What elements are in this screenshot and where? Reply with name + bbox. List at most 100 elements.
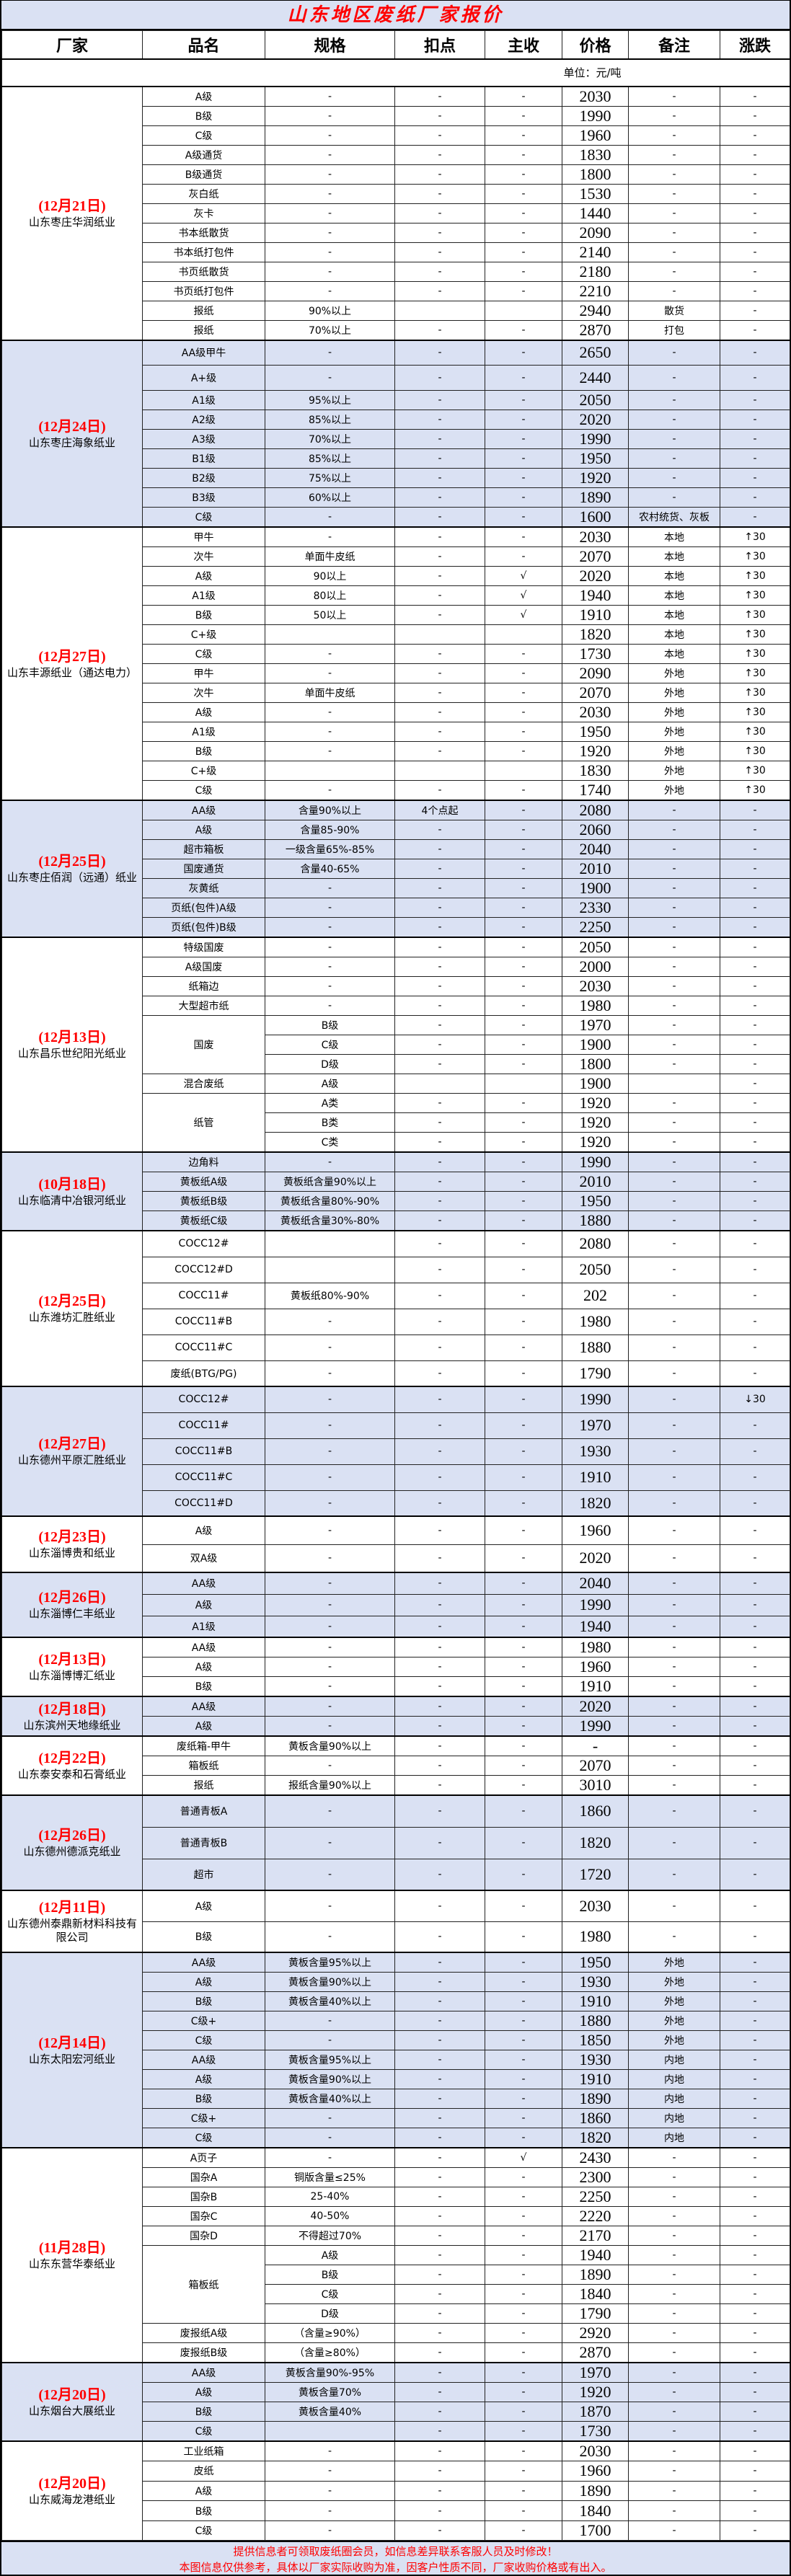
product-cell: A级 [142, 1515, 265, 1545]
price-cell: 1850 [562, 2030, 629, 2050]
change-cell: - [720, 487, 790, 508]
spec-cell: - [265, 1858, 395, 1891]
main-purchase-cell: √ [485, 605, 562, 625]
spec-cell: - [265, 1464, 395, 1491]
main-purchase-cell: - [485, 1544, 562, 1573]
price-cell: 1860 [562, 2108, 629, 2128]
vendor-cell: (12月26日) 山东德州德派克纸业 [1, 1794, 143, 1891]
unit-label: 单位：元/吨 [562, 58, 790, 87]
deduction-cell: - [394, 468, 485, 488]
change-cell: - [720, 800, 790, 820]
change-cell: - [720, 859, 790, 879]
deduction-cell: - [394, 448, 485, 469]
main-purchase-cell: - [485, 2245, 562, 2265]
product-cell: B级 [142, 105, 265, 126]
price-cell: 1790 [562, 1360, 629, 1387]
deduction-cell: - [394, 917, 485, 938]
product-cell: COCC12# [142, 1230, 265, 1257]
quote-date: (12月27日) [38, 1436, 106, 1453]
change-cell: - [720, 839, 790, 859]
price-cell: 1740 [562, 780, 629, 801]
price-cell: 1890 [562, 487, 629, 508]
product-cell: A1级 [142, 390, 265, 410]
main-purchase-cell: - [485, 546, 562, 567]
deduction-cell: - [394, 261, 485, 282]
remark-cell: - [628, 996, 720, 1016]
main-purchase-cell: - [485, 2382, 562, 2402]
spec-cell: 40-50% [265, 2206, 395, 2226]
main-purchase-cell: - [485, 839, 562, 859]
remark-cell: 本地 [628, 605, 720, 625]
deduction-cell: - [394, 1151, 485, 1172]
price-cell: 2140 [562, 242, 629, 262]
spec-cell: - [265, 2030, 395, 2050]
price-cell: 1910 [562, 2069, 629, 2089]
remark-cell: - [628, 1593, 720, 1616]
change-cell: - [720, 1775, 790, 1796]
vendor-name: 山东泰安泰和石膏纸业 [17, 1768, 126, 1781]
price-cell: 1970 [562, 1412, 629, 1439]
spec-cell: - [265, 878, 395, 898]
product-cell: C级 [142, 780, 265, 801]
table-row: 国杂A 铜版含量≤25% - -2300- - [2, 2167, 790, 2187]
main-purchase-cell: √ [485, 585, 562, 606]
main-purchase-cell: - [485, 242, 562, 262]
main-purchase-cell: - [485, 663, 562, 683]
vendor-cell: (12月22日) 山东泰安泰和石膏纸业 [1, 1735, 143, 1796]
spec-cell: - [265, 1593, 395, 1616]
deduction-cell: - [394, 222, 485, 243]
change-cell: - [720, 2167, 790, 2187]
table-row: COCC11#B - - -1930- - [2, 1438, 790, 1465]
main-purchase-cell: - [485, 261, 562, 282]
deduction-cell: - [394, 1756, 485, 1776]
vendor-name: 山东太阳宏河纸业 [28, 2052, 115, 2066]
change-cell: - [720, 1826, 790, 1859]
table-row: C级 - - -1960- - [2, 125, 790, 146]
product-cell: A级国废 [142, 957, 265, 977]
price-cell: 2010 [562, 859, 629, 879]
spec-cell: 黄板纸含量30%-80% [265, 1210, 395, 1231]
remark-cell: - [628, 2421, 720, 2442]
main-purchase-cell: - [485, 2402, 562, 2422]
table-row: COCC11# 黄板纸80%-90% - -202- - [2, 1282, 790, 1309]
change-cell: - [720, 390, 790, 410]
remark-cell: - [628, 1210, 720, 1231]
change-cell: - [720, 1890, 790, 1922]
change-cell: - [720, 1716, 790, 1737]
change-cell: - [720, 2187, 790, 2207]
main-purchase-cell: - [485, 1112, 562, 1133]
remark-cell: 打包 [628, 319, 720, 340]
table-row: (12月26日) 山东淄博仁丰纸业 AA级 - - -2040- - [1, 1572, 790, 1638]
deduction-cell: - [394, 1172, 485, 1192]
table-row: (12月14日) 山东太阳宏河纸业 AA级 黄板含量95%以上 - -1950 外地 - [1, 1952, 790, 2148]
product-cell: 废纸(BTG/PG) [142, 1360, 265, 1387]
change-cell: - [720, 2226, 790, 2246]
main-purchase-cell: - [485, 1921, 562, 1953]
deduction-cell: - [394, 2402, 485, 2422]
product-cell: B级 [142, 605, 265, 625]
price-cell: 1920 [562, 2382, 629, 2402]
price-cell: 1930 [562, 1438, 629, 1465]
table-row: COCC11#C - - -1910- - [2, 1464, 790, 1491]
remark-cell: - [628, 1515, 720, 1545]
deduction-cell: - [394, 2323, 485, 2343]
deduction-cell: - [394, 1360, 485, 1387]
main-purchase-cell: - [485, 203, 562, 223]
change-cell: - [720, 1657, 790, 1677]
price-cell: 2050 [562, 937, 629, 957]
spec-cell: - [265, 702, 395, 722]
quote-date: (11月28日) [38, 2240, 106, 2257]
remark-cell: 外地 [628, 780, 720, 801]
table-row: (12月25日) 山东潍坊汇胜纸业 COCC12# - -2080- - [1, 1230, 790, 1387]
remark-cell: 本地 [628, 585, 720, 606]
table-row: 超市 - - -1720- - [2, 1858, 790, 1891]
product-cell: C级 [142, 125, 265, 146]
deduction-cell: - [394, 1334, 485, 1361]
table-row: 普通青板B - - -1820- - [2, 1826, 790, 1859]
main-purchase-cell: - [485, 898, 562, 918]
change-cell: - [720, 1035, 790, 1055]
table-row: COCC12#D - -2050- - [2, 1256, 790, 1283]
main-purchase-cell: - [485, 780, 562, 801]
deduction-cell: - [394, 1890, 485, 1922]
change-cell: - [720, 996, 790, 1016]
